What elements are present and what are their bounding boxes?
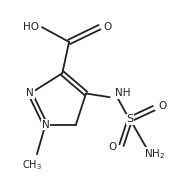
- Text: O: O: [158, 101, 166, 111]
- Text: NH$_2$: NH$_2$: [144, 147, 165, 161]
- Text: NH: NH: [115, 88, 130, 99]
- Text: O: O: [104, 22, 112, 32]
- Text: O: O: [108, 142, 116, 152]
- Text: N: N: [26, 88, 34, 99]
- Text: CH$_3$: CH$_3$: [22, 158, 42, 172]
- Text: S: S: [126, 114, 134, 124]
- Text: HO: HO: [23, 22, 39, 32]
- Text: N: N: [41, 120, 49, 130]
